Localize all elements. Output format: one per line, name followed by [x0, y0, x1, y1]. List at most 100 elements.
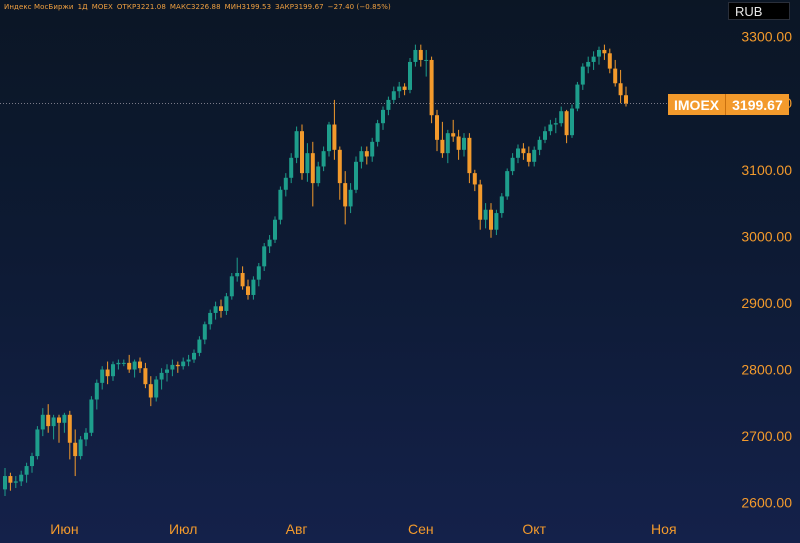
candle: [521, 143, 526, 160]
candle-body: [586, 61, 591, 67]
candle-body: [494, 213, 499, 230]
candle: [229, 272, 234, 300]
candle-body: [208, 312, 213, 325]
candle: [418, 44, 423, 67]
candle: [138, 357, 142, 373]
candle-body: [521, 148, 526, 154]
candle-body: [316, 166, 321, 184]
y-tick-label: 3100.00: [741, 162, 792, 178]
x-tick-label: Сен: [408, 521, 434, 537]
candle-body: [559, 111, 564, 124]
candle-body: [273, 219, 277, 240]
candle-body: [327, 124, 331, 152]
candle-body: [13, 481, 18, 483]
candle: [618, 69, 623, 104]
candle: [370, 137, 375, 162]
candle: [78, 436, 83, 460]
candle: [186, 354, 191, 367]
candle-body: [100, 369, 105, 383]
candle-body: [310, 153, 315, 184]
candle-body: [24, 466, 29, 475]
candle-body: [570, 108, 574, 136]
candle: [386, 96, 391, 116]
candle: [472, 169, 477, 192]
candle-body: [294, 131, 299, 158]
candle-body: [213, 306, 218, 313]
candle: [532, 146, 537, 167]
candle-body: [348, 189, 353, 207]
candle: [537, 136, 542, 156]
candle-body: [418, 49, 423, 60]
candle-body: [289, 157, 294, 178]
candle: [462, 133, 466, 157]
candle-body: [300, 131, 304, 174]
candle-body: [78, 439, 83, 457]
candle-body: [283, 177, 288, 190]
candle-body: [440, 139, 445, 154]
exchange-label: MOEX: [91, 3, 113, 11]
candle-body: [386, 99, 391, 110]
candle-body: [391, 91, 396, 100]
currency-selector[interactable]: RUB: [728, 2, 790, 20]
candle-body: [607, 53, 612, 69]
candle-body: [165, 369, 169, 373]
candle: [170, 359, 175, 377]
candle: [440, 121, 445, 158]
candle-body: [343, 183, 348, 207]
y-tick-label: 2700.00: [741, 428, 792, 444]
candle: [580, 63, 585, 90]
candle-body: [375, 123, 380, 142]
candle-body: [564, 111, 569, 136]
candle: [597, 46, 601, 65]
candle-body: [143, 368, 148, 385]
x-tick-label: Июн: [50, 521, 78, 537]
candle-body: [181, 361, 186, 367]
candle-body: [591, 56, 596, 62]
candle: [456, 129, 461, 160]
candle-body: [424, 59, 429, 61]
candle: [46, 404, 51, 433]
candle: [316, 161, 321, 187]
candle: [391, 86, 396, 104]
candle-body: [467, 137, 472, 174]
candle: [327, 121, 331, 157]
candle: [408, 57, 412, 94]
candle-body: [94, 382, 99, 400]
candle: [310, 141, 315, 207]
candle-body: [159, 372, 164, 380]
candle: [246, 279, 250, 300]
high-value: МАКС3226.88: [169, 3, 221, 11]
candle-body: [413, 49, 418, 62]
last-price-tag: IMOEX 3199.67: [668, 94, 789, 115]
candle-body: [197, 339, 202, 353]
candle: [505, 168, 510, 200]
candle: [89, 396, 94, 437]
candle-body: [132, 361, 137, 370]
candle: [202, 321, 207, 345]
last-price-value: 3199.67: [732, 96, 783, 113]
candle: [73, 429, 78, 477]
x-tick-label: Окт: [522, 521, 546, 537]
candle-body: [192, 352, 196, 360]
candle: [251, 276, 256, 300]
candle-body: [229, 276, 234, 297]
candle-body: [105, 369, 110, 377]
candle-body: [456, 136, 461, 150]
candle: [159, 368, 164, 390]
candle-body: [510, 157, 515, 172]
candle: [499, 193, 504, 218]
candle-body: [543, 131, 547, 140]
candle: [402, 83, 407, 96]
candle-body: [402, 86, 407, 90]
candle: [175, 361, 180, 373]
candle-body: [483, 209, 488, 220]
candle: [300, 124, 304, 180]
candle: [24, 462, 29, 483]
candle-body: [224, 296, 229, 311]
candle: [337, 146, 342, 200]
candle-body: [219, 306, 223, 311]
candle: [62, 412, 67, 433]
candle-body: [35, 429, 40, 457]
candle: [429, 56, 434, 124]
